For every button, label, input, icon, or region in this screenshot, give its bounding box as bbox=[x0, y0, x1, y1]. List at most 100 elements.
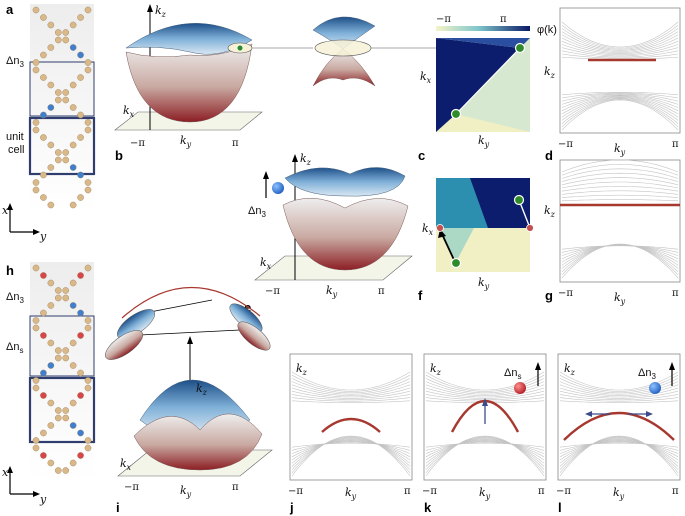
bulk-band-line bbox=[561, 53, 679, 59]
merge-point-left-f bbox=[436, 224, 444, 232]
lattice-h bbox=[32, 264, 92, 474]
ky-label-g: ky bbox=[614, 291, 626, 306]
bulk-band-line bbox=[561, 98, 679, 128]
kz-label-g: kz bbox=[544, 204, 556, 219]
bead bbox=[77, 134, 84, 141]
bulk-band-line bbox=[425, 442, 545, 451]
kx-label-i: kx bbox=[120, 457, 132, 472]
bulk-band-line bbox=[559, 437, 679, 470]
bead bbox=[40, 309, 47, 317]
bead bbox=[77, 332, 84, 339]
dirac-cone-lower bbox=[312, 48, 376, 87]
delta-ns-label-h: Δns bbox=[6, 341, 23, 355]
ky-label-c: ky bbox=[478, 134, 490, 149]
panel-letter-i: i bbox=[116, 500, 120, 515]
bead bbox=[84, 66, 92, 74]
bead bbox=[32, 324, 40, 332]
bulk-band-line bbox=[561, 92, 679, 99]
bulk-band-line bbox=[559, 400, 679, 403]
bead bbox=[40, 272, 47, 279]
ky-label-l: ky bbox=[613, 486, 625, 501]
bulk-band-line bbox=[291, 438, 411, 464]
bulk-band-line bbox=[291, 384, 411, 396]
panel-letter-e: e bbox=[244, 300, 251, 315]
bead bbox=[47, 164, 55, 171]
bead bbox=[77, 194, 84, 201]
bead bbox=[77, 51, 84, 59]
lattice-a bbox=[32, 6, 92, 209]
bead bbox=[54, 29, 62, 36]
bead bbox=[54, 294, 62, 302]
plot-frame-j bbox=[289, 353, 413, 481]
bead bbox=[54, 354, 62, 362]
bulk-band-line bbox=[425, 439, 545, 461]
bulk-band-line bbox=[425, 371, 545, 391]
bead bbox=[84, 437, 92, 444]
bulk-bands-j bbox=[291, 371, 411, 477]
tick-min-d: −π bbox=[558, 139, 573, 150]
bead bbox=[84, 59, 92, 66]
lower-band-surface-b bbox=[125, 43, 253, 123]
bead bbox=[77, 272, 84, 279]
bulk-band-line bbox=[561, 168, 679, 179]
dirac-point-f-lower bbox=[450, 257, 462, 269]
bead bbox=[54, 89, 62, 96]
bead bbox=[84, 119, 92, 126]
bead bbox=[77, 14, 84, 21]
bulk-band-line bbox=[559, 436, 679, 473]
kz-label-i: kz bbox=[196, 382, 208, 397]
bulk-band-line bbox=[291, 400, 411, 403]
bead bbox=[54, 36, 62, 44]
bead bbox=[84, 6, 92, 14]
bulk-band-line bbox=[425, 438, 545, 464]
bulk-band-line bbox=[291, 390, 411, 399]
bulk-band-line bbox=[291, 437, 411, 470]
bead bbox=[40, 194, 47, 201]
panel-letter-c: c bbox=[418, 148, 425, 163]
bead bbox=[84, 444, 92, 452]
tick-min-j: −π bbox=[288, 486, 303, 497]
bead bbox=[32, 317, 40, 324]
kx-label-b: kx bbox=[123, 104, 135, 119]
panel-letter-k: k bbox=[424, 500, 432, 515]
bead bbox=[69, 141, 77, 149]
bead bbox=[62, 89, 70, 96]
bulk-band-line bbox=[561, 94, 679, 105]
delta-ns-label-k: Δns bbox=[504, 367, 521, 381]
bead bbox=[84, 186, 92, 194]
bead bbox=[47, 279, 55, 287]
bulk-band-line bbox=[561, 177, 679, 186]
bulk-band-line bbox=[561, 96, 679, 115]
bead bbox=[47, 201, 55, 209]
bead bbox=[47, 399, 55, 407]
axis-x-label-a: x bbox=[2, 204, 9, 217]
bulk-band-line bbox=[561, 47, 679, 57]
kx-label-e: kx bbox=[260, 256, 272, 271]
bead bbox=[47, 362, 55, 369]
bead bbox=[32, 437, 40, 444]
bulk-bands-d bbox=[561, 21, 679, 131]
bulk-band-line bbox=[291, 436, 411, 473]
delta-n3-label-e: Δn3 bbox=[248, 205, 266, 219]
bulk-band-line bbox=[559, 397, 679, 402]
bulk-band-line bbox=[559, 438, 679, 467]
tick-max-d: π bbox=[672, 139, 679, 150]
dirac-point-c-upper bbox=[514, 42, 526, 54]
panel-letter-g: g bbox=[545, 288, 553, 303]
bead bbox=[69, 81, 77, 89]
bead bbox=[54, 156, 62, 164]
dirac-point-c-lower bbox=[450, 108, 462, 120]
bulk-band-line bbox=[425, 438, 545, 467]
bead bbox=[40, 14, 47, 21]
shift-arrow-k bbox=[482, 398, 488, 406]
panel-c: −π π φ(k) kx ky c bbox=[418, 14, 557, 163]
bead bbox=[32, 186, 40, 194]
panel-a-background bbox=[30, 4, 94, 212]
bead bbox=[62, 287, 70, 294]
bead bbox=[69, 459, 77, 467]
bead bbox=[77, 171, 84, 179]
panel-h-background bbox=[30, 262, 94, 480]
tick-max-b: π bbox=[232, 138, 239, 149]
bead bbox=[62, 29, 70, 36]
